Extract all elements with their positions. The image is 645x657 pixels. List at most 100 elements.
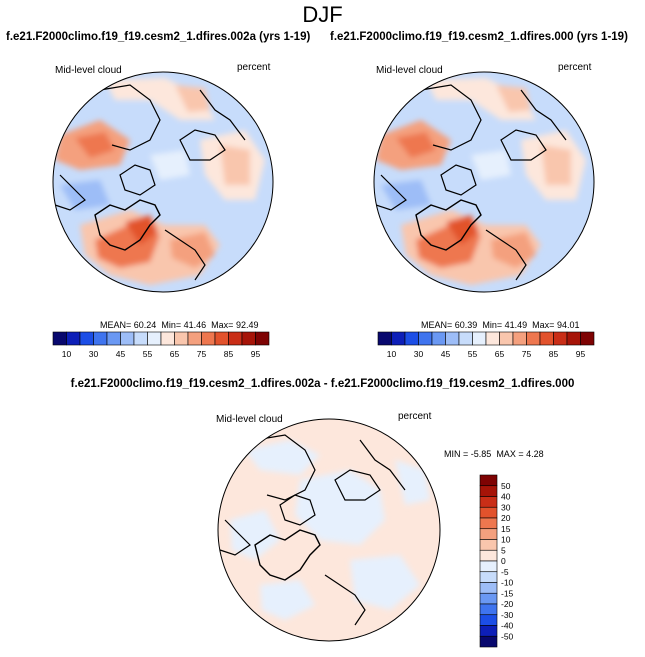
panel-1-mean-label: MEAN= [100, 320, 132, 330]
panel-1-colorbar-swatch [93, 331, 108, 346]
panel-2-colorbar-swatch [404, 331, 419, 346]
panel-2-coastline [520, 89, 567, 141]
panel-3-field-patch [230, 510, 280, 560]
panel-2-colorbar-tick-label: 45 [441, 349, 451, 359]
panel-1-max-value: 92.49 [235, 320, 259, 330]
panel-3-coastline [219, 519, 251, 556]
panel-2-field-patch [541, 145, 571, 185]
panel-3-field-patch [395, 460, 430, 505]
panel-3-map-border [217, 418, 441, 642]
panel-1-colorbar-swatch [255, 331, 270, 346]
panel-3-max-label: MAX = [496, 449, 524, 459]
panel-2-colorbar-swatch [553, 331, 568, 346]
panel-2-colorbar-swatch [391, 331, 406, 346]
panel-1-coastline [54, 174, 86, 211]
panel-1-max-label: Max= [211, 320, 234, 330]
panel-1-colorbar-swatch [201, 331, 216, 346]
panel-2-colorbar-tick-label: 30 [414, 349, 424, 359]
panel-1-colorbar-swatch [228, 331, 243, 346]
panel-3-colorbar-swatch [479, 582, 498, 594]
panel-2-coastline [500, 129, 547, 161]
panel-1-colorbar: 10 30 45 55 65 75 85 95 [52, 331, 270, 359]
panel-3-coastline [324, 574, 366, 626]
panel-2-colorbar-swatch [445, 331, 460, 346]
panel-2-colorbar-tick-label: 55 [468, 349, 478, 359]
panel-3-colorbar-tick-label: 15 [501, 524, 511, 534]
panel-1-colorbar-swatch [106, 331, 121, 346]
panel-3-colorbar-tick-label: 5 [501, 545, 506, 555]
panel-1-coastline [94, 199, 161, 251]
panel-1-colorbar-swatch [120, 331, 135, 346]
panel-2-field-patch [446, 215, 479, 245]
panel-1-field-patch [125, 215, 158, 245]
panel-2-coastline [485, 229, 527, 281]
panel-3-colorbar-swatch [479, 549, 498, 562]
panel-2-variable-label: Mid-level cloud [376, 65, 443, 76]
panel-2-colorbar-swatch [431, 331, 446, 346]
panel-1-colorbar-swatch [187, 331, 202, 346]
panel-1-title: f.e21.F2000climo.f19_f19.cesm2_1.dfires.… [6, 31, 311, 43]
panel-3-colorbar-swatch [479, 496, 498, 508]
panel-3-coastline [359, 439, 406, 491]
panel-1-colorbar-swatch [214, 331, 229, 346]
panel-3-colorbar-swatch [479, 528, 498, 540]
panel-1-field-patch [75, 132, 115, 158]
panel-2-field-patch [471, 150, 511, 180]
panel-1-min-value: 41.46 [183, 320, 207, 330]
panel-3-colorbar-swatch [479, 603, 498, 616]
panel-2-colorbar-tick-label: 10 [387, 349, 397, 359]
panel-3-map [217, 418, 441, 642]
panel-2-colorbar-swatch [499, 331, 514, 346]
panel-3-colorbar-swatch [479, 635, 498, 648]
panel-1-coastline [199, 89, 246, 141]
panel-2-colorbar-swatch [526, 331, 541, 346]
panel-2-colorbar-swatch [485, 331, 500, 346]
panel-3-title: f.e21.F2000climo.f19_f19.cesm2_1.dfires.… [70, 378, 575, 390]
panel-2-colorbar-swatch [377, 331, 392, 346]
panel-1-colorbar-tick-label: 65 [170, 349, 180, 359]
panel-1-colorbar-tick-label: 45 [116, 349, 126, 359]
panel-1-field-patch [220, 145, 250, 185]
panel-3-variable-label: Mid-level cloud [216, 414, 283, 425]
panel-3-colorbar-swatch [479, 614, 498, 626]
panel-2-colorbar-tick-label: 65 [495, 349, 505, 359]
panel-2-mean-value: 60.39 [454, 320, 478, 330]
panel-1-colorbar-swatch [79, 331, 94, 346]
panel-2-colorbar-swatch [472, 331, 487, 346]
panel-1-colorbar-swatch [133, 331, 148, 346]
panel-3-coastline [254, 529, 321, 581]
panel-2-title: f.e21.F2000climo.f19_f19.cesm2_1.dfires.… [330, 31, 628, 43]
panel-1-units-label: percent [237, 62, 271, 73]
panel-2-colorbar-swatch [539, 331, 554, 346]
panel-1-colorbar-tick-label: 75 [197, 349, 207, 359]
panel-2-stats: MEAN= 60.39 Min= 41.49 Max= 94.01 [421, 320, 579, 330]
panel-1-colorbar-swatch [174, 331, 189, 346]
panel-1-colorbar-swatch [66, 331, 81, 346]
panel-1-coastline [179, 129, 226, 161]
panel-2-colorbar-tick-label: 85 [549, 349, 559, 359]
panel-1-colorbar-swatch [160, 331, 175, 346]
panel-2-coastline [440, 164, 477, 196]
panel-3-field-patch [245, 440, 320, 475]
panel-3-colorbar-tick-label: 0 [501, 556, 506, 566]
panel-2-colorbar-tick-label: 75 [522, 349, 532, 359]
panel-2-coastline [375, 174, 407, 211]
panel-2-map [373, 71, 595, 293]
panel-3-colorbar-tick-label: -20 [501, 599, 514, 609]
panel-3-colorbar-tick-label: -50 [501, 631, 514, 641]
panel-1-colorbar-tick-label: 30 [89, 349, 99, 359]
panel-2-colorbar-swatch [512, 331, 527, 346]
panel-3-field-patch [350, 555, 420, 610]
panel-3-colorbar-tick-label: -10 [501, 578, 514, 588]
panel-2-colorbar-swatch [566, 331, 581, 346]
panel-3-colorbar-swatch [479, 571, 498, 583]
panel-3-colorbar-swatch [479, 474, 498, 487]
panel-3-field-patch [260, 580, 315, 620]
panel-1-variable-label: Mid-level cloud [55, 65, 122, 76]
panel-1-colorbar-swatch [52, 331, 67, 346]
panel-2-coastline [420, 84, 482, 151]
panel-3-coastline [254, 434, 316, 501]
panel-3-colorbar-tick-label: 30 [501, 502, 511, 512]
panel-1-stats: MEAN= 60.24 Min= 41.46 Max= 92.49 [100, 320, 258, 330]
